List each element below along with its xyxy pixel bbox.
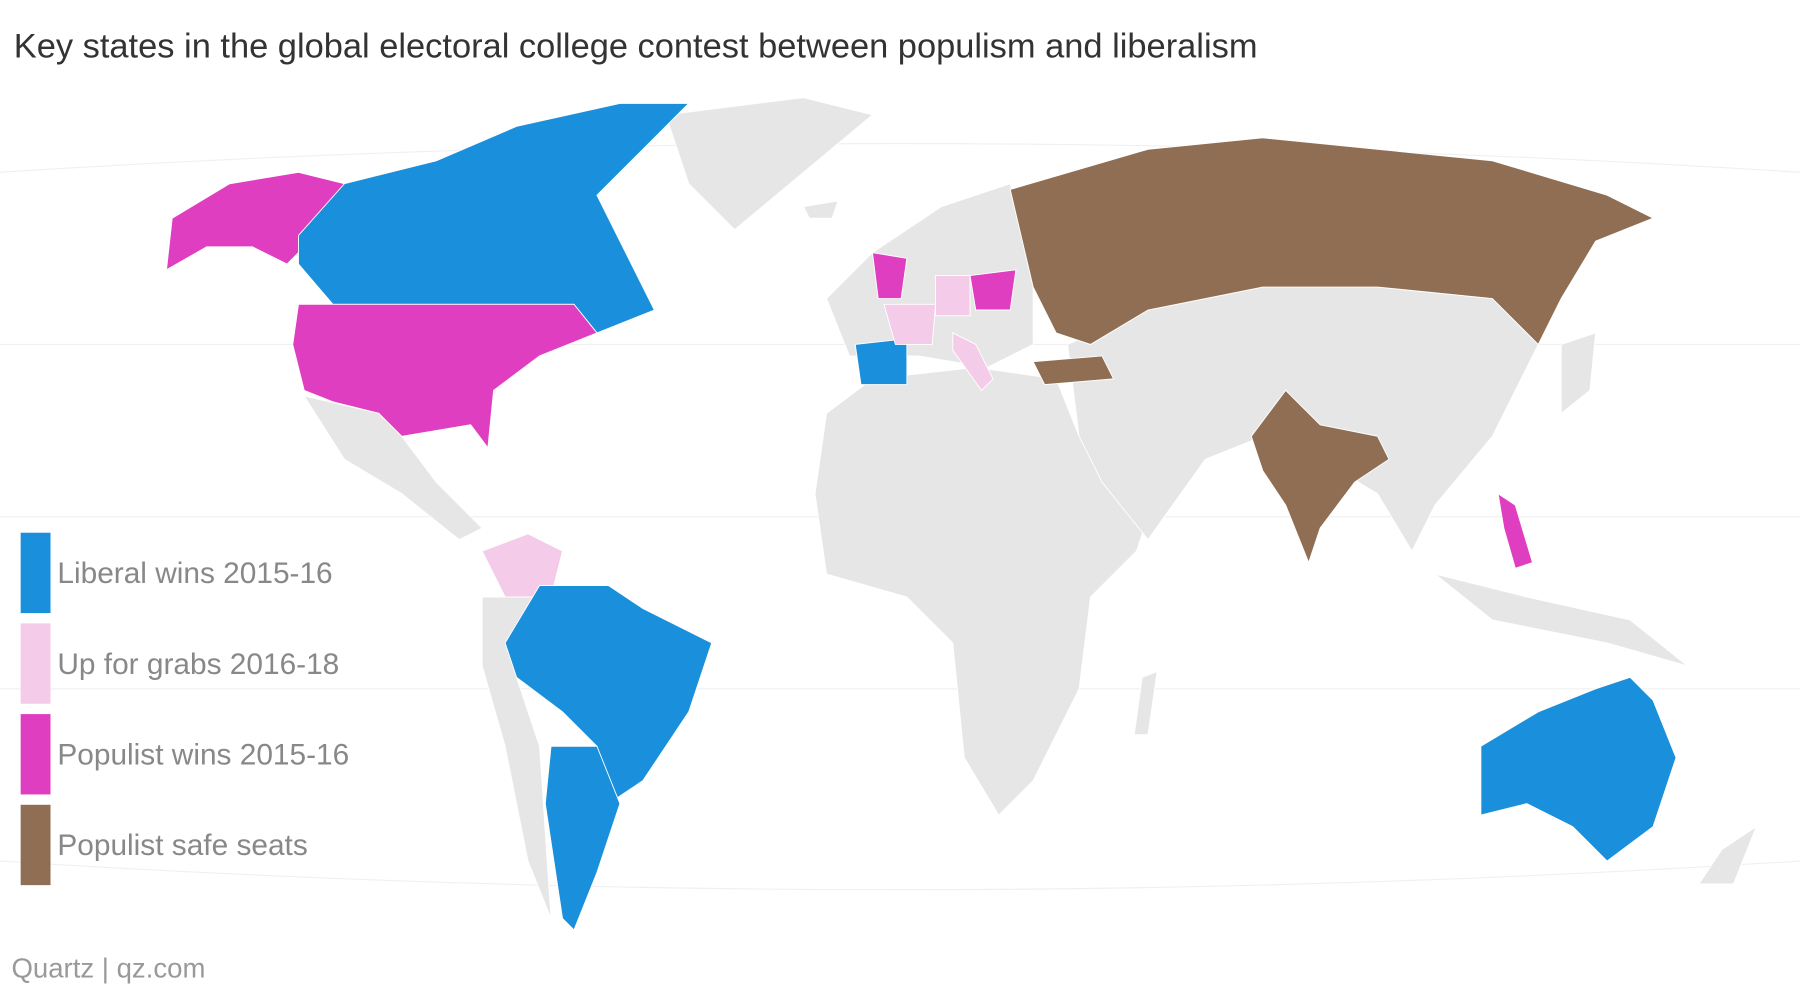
russia [1009, 137, 1655, 346]
canada [298, 102, 690, 334]
madagascar [1133, 670, 1158, 736]
legend-swatch [20, 714, 51, 795]
brazil [504, 585, 713, 805]
legend-label: Populist wins 2015-16 [57, 738, 349, 771]
philippines [1497, 492, 1534, 569]
japan [1560, 332, 1597, 415]
poland [969, 269, 1017, 311]
map-title: Key states in the global electoral colle… [14, 27, 1258, 65]
southeast-asia-islands [1434, 573, 1688, 667]
legend-label: Liberal wins 2015-16 [57, 557, 332, 590]
turkey [1032, 355, 1115, 386]
legend-swatch [20, 623, 51, 704]
new-zealand [1698, 825, 1758, 885]
greenland [665, 97, 874, 231]
highlighted-countries [165, 102, 1677, 931]
argentina [544, 745, 621, 931]
legend-label: Up for grabs 2016-18 [57, 648, 339, 681]
venezuela [481, 533, 564, 598]
france [883, 303, 937, 345]
italy [952, 332, 994, 392]
africa [814, 366, 1160, 816]
usa [292, 303, 598, 449]
legend-swatch [20, 532, 51, 614]
iceland [802, 200, 839, 219]
germany [935, 275, 971, 317]
uk [871, 252, 908, 299]
source: Quartz | qz.com [11, 952, 205, 983]
legend-swatch [20, 804, 51, 886]
spain [854, 338, 908, 386]
legend-label: Populist safe seats [57, 829, 307, 862]
legend: Liberal wins 2015-16 Up for grabs 2016-18… [20, 532, 349, 886]
india [1250, 389, 1390, 564]
australia [1480, 676, 1677, 862]
